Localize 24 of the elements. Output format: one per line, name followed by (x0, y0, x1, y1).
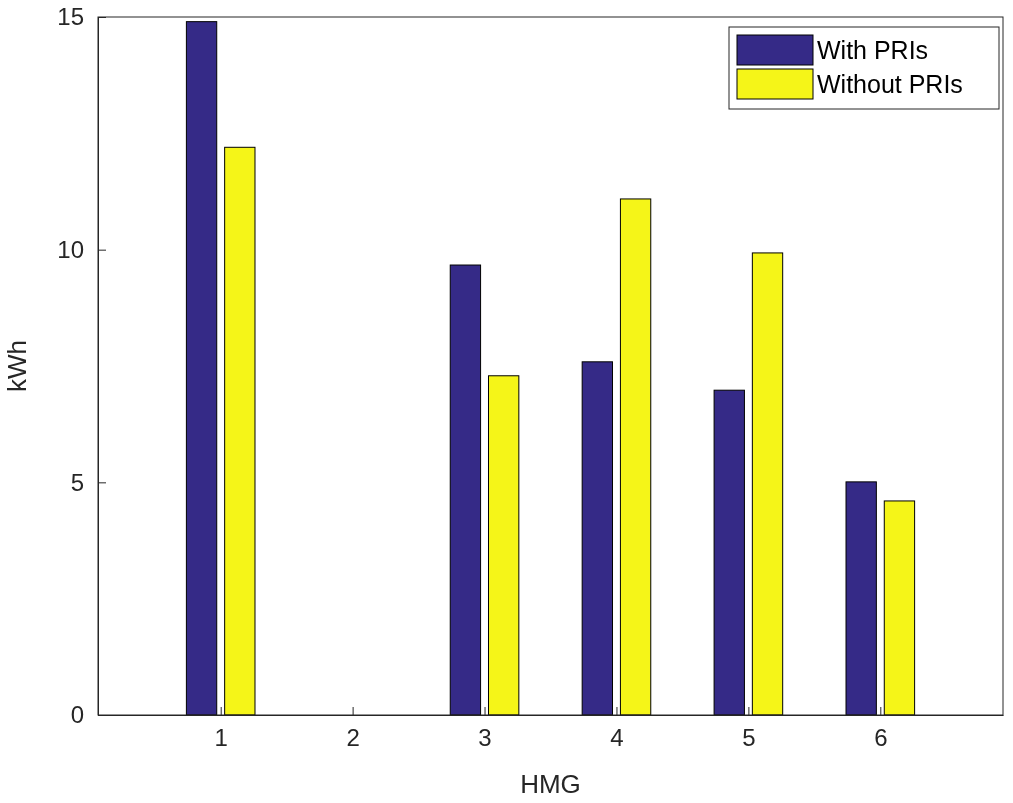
y-tick-label: 15 (57, 3, 84, 31)
x-tick-label: 2 (346, 724, 360, 752)
bar (845, 481, 877, 716)
bar (619, 198, 652, 716)
x-tick-label: 5 (742, 724, 756, 752)
bar (224, 146, 256, 716)
bar (581, 361, 613, 716)
bar (751, 252, 784, 716)
y-tick-label: 5 (70, 468, 84, 496)
y-tick-label: 0 (70, 701, 84, 729)
x-tick-label: 4 (610, 724, 624, 752)
y-tick-label: 10 (57, 235, 84, 263)
bar (185, 21, 218, 716)
x-axis-title: HMG (520, 769, 581, 799)
bar (713, 389, 745, 716)
legend-label: Without PRIs (817, 70, 963, 98)
bar (488, 375, 520, 716)
x-tick-label: 6 (874, 724, 888, 752)
x-tick-label: 3 (478, 724, 492, 752)
bar (883, 500, 916, 716)
x-tick-label: 1 (214, 724, 228, 752)
bar (449, 264, 482, 716)
legend-label: With PRIs (817, 36, 929, 64)
y-axis-title: kWh (2, 340, 32, 392)
